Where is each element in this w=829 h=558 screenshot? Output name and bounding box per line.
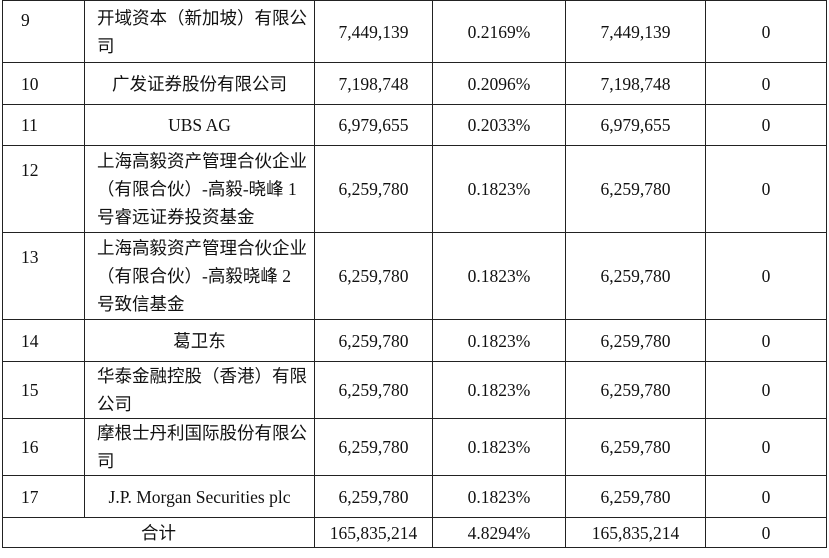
total-shares-column-2: 165,835,214 — [565, 517, 706, 548]
share-percentage: 0.1823% — [432, 475, 566, 518]
row-index: 10 — [2, 62, 85, 105]
total-label: 合计 — [2, 517, 315, 548]
share-percentage: 0.2096% — [432, 62, 566, 105]
shares-column-2: 6,979,655 — [565, 104, 706, 146]
shares-column-2: 7,449,139 — [565, 0, 706, 63]
shares-column-2: 6,259,780 — [565, 232, 706, 320]
investor-name: 开域资本（新加坡）有限公司 — [84, 0, 315, 63]
share-percentage: 0.1823% — [432, 418, 566, 476]
allocated-shares: 6,259,780 — [314, 319, 433, 362]
allocation-table: 9 开域资本（新加坡）有限公司 7,449,139 0.2169% 7,449,… — [2, 0, 827, 548]
last-column-value: 0 — [705, 319, 827, 362]
last-column-value: 0 — [705, 104, 827, 146]
share-percentage: 0.1823% — [432, 319, 566, 362]
total-row: 合计 165,835,214 4.8294% 165,835,214 0 — [2, 517, 827, 548]
last-column-value: 0 — [705, 0, 827, 63]
row-index: 14 — [2, 319, 85, 362]
table-row: 10 广发证券股份有限公司 7,198,748 0.2096% 7,198,74… — [2, 62, 827, 105]
total-last-column-value: 0 — [705, 517, 827, 548]
share-percentage: 0.2169% — [432, 0, 566, 63]
total-percentage: 4.8294% — [432, 517, 566, 548]
investor-name: J.P. Morgan Securities plc — [84, 475, 315, 518]
share-percentage: 0.1823% — [432, 232, 566, 320]
investor-name: UBS AG — [84, 104, 315, 146]
investor-name: 葛卫东 — [84, 319, 315, 362]
shares-column-2: 6,259,780 — [565, 418, 706, 476]
allocated-shares: 6,979,655 — [314, 104, 433, 146]
table-row: 12 上海高毅资产管理合伙企业（有限合伙）-高毅-晓峰 1 号睿远证券投资基金 … — [2, 145, 827, 233]
shares-column-2: 6,259,780 — [565, 145, 706, 233]
share-percentage: 0.2033% — [432, 104, 566, 146]
row-index: 15 — [2, 361, 85, 419]
shares-column-2: 6,259,780 — [565, 475, 706, 518]
investor-name: 上海高毅资产管理合伙企业（有限合伙）-高毅晓峰 2 号致信基金 — [84, 232, 315, 320]
shares-column-2: 6,259,780 — [565, 361, 706, 419]
row-index: 17 — [2, 475, 85, 518]
table-row: 15 华泰金融控股（香港）有限公司 6,259,780 0.1823% 6,25… — [2, 361, 827, 419]
last-column-value: 0 — [705, 145, 827, 233]
share-percentage: 0.1823% — [432, 145, 566, 233]
last-column-value: 0 — [705, 418, 827, 476]
row-index: 11 — [2, 104, 85, 146]
investor-name: 摩根士丹利国际股份有限公司 — [84, 418, 315, 476]
row-index: 16 — [2, 418, 85, 476]
allocated-shares: 6,259,780 — [314, 475, 433, 518]
investor-name: 上海高毅资产管理合伙企业（有限合伙）-高毅-晓峰 1 号睿远证券投资基金 — [84, 145, 315, 233]
allocated-shares: 7,449,139 — [314, 0, 433, 63]
allocated-shares: 7,198,748 — [314, 62, 433, 105]
total-shares: 165,835,214 — [314, 517, 433, 548]
row-index: 13 — [2, 232, 85, 320]
allocated-shares: 6,259,780 — [314, 361, 433, 419]
table-row: 17 J.P. Morgan Securities plc 6,259,780 … — [2, 475, 827, 518]
table-row: 11 UBS AG 6,979,655 0.2033% 6,979,655 0 — [2, 104, 827, 146]
shares-column-2: 7,198,748 — [565, 62, 706, 105]
row-index: 9 — [2, 0, 85, 63]
last-column-value: 0 — [705, 62, 827, 105]
table-row: 16 摩根士丹利国际股份有限公司 6,259,780 0.1823% 6,259… — [2, 418, 827, 476]
last-column-value: 0 — [705, 361, 827, 419]
allocated-shares: 6,259,780 — [314, 418, 433, 476]
table-row: 9 开域资本（新加坡）有限公司 7,449,139 0.2169% 7,449,… — [2, 0, 827, 63]
allocated-shares: 6,259,780 — [314, 232, 433, 320]
share-percentage: 0.1823% — [432, 361, 566, 419]
shares-column-2: 6,259,780 — [565, 319, 706, 362]
table-row: 14 葛卫东 6,259,780 0.1823% 6,259,780 0 — [2, 319, 827, 362]
table-row: 13 上海高毅资产管理合伙企业（有限合伙）-高毅晓峰 2 号致信基金 6,259… — [2, 232, 827, 320]
row-index: 12 — [2, 145, 85, 233]
last-column-value: 0 — [705, 232, 827, 320]
investor-name: 华泰金融控股（香港）有限公司 — [84, 361, 315, 419]
investor-name: 广发证券股份有限公司 — [84, 62, 315, 105]
allocated-shares: 6,259,780 — [314, 145, 433, 233]
last-column-value: 0 — [705, 475, 827, 518]
